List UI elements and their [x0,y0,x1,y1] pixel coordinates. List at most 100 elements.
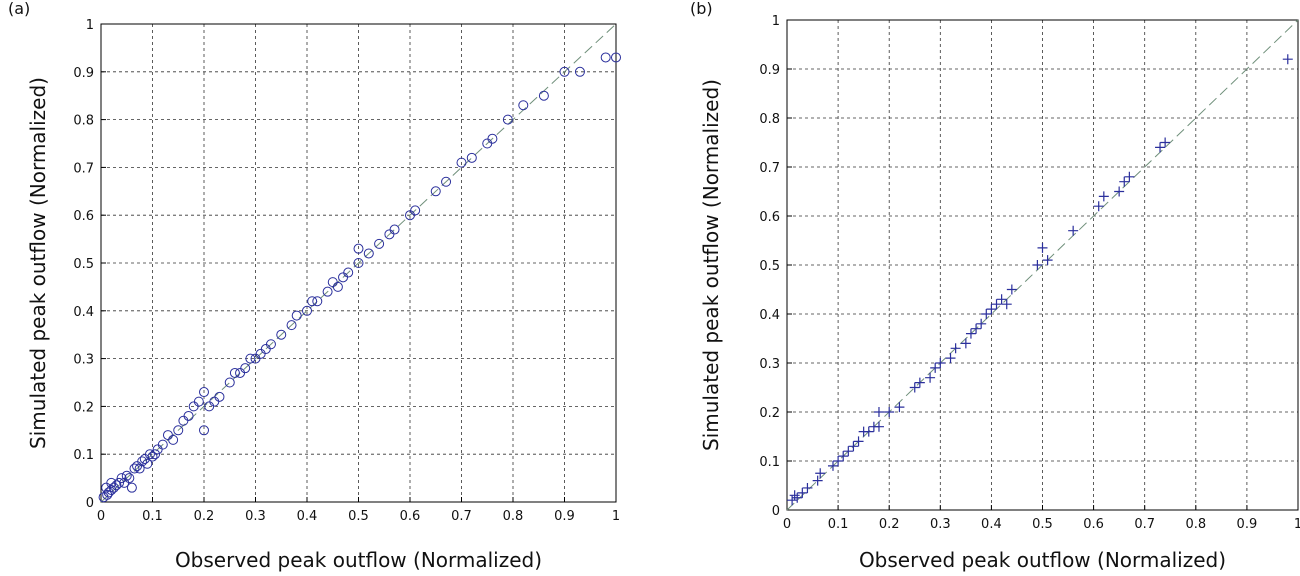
x-tick-label: 0 [97,509,105,524]
point [853,436,864,447]
point [1119,176,1130,187]
y-tick-label: 0.7 [73,161,94,176]
point [894,402,905,413]
point [147,451,158,462]
point [827,460,838,471]
y-tick-label: 0.6 [759,210,780,225]
panel-label: (b) [690,0,713,18]
point [950,343,961,354]
y-tick-label: 0 [772,504,780,519]
point [363,248,374,259]
point [935,358,946,368]
y-tick-label: 0.8 [759,112,780,127]
y-tick-label: 0.4 [73,305,94,320]
point [157,439,168,450]
point [224,377,235,388]
point [925,372,936,383]
point [873,407,884,417]
point [353,258,364,268]
point [559,66,570,77]
point [1006,284,1017,295]
point [538,90,549,101]
point [1032,260,1043,270]
x-tick-label: 0.9 [1237,517,1258,532]
point [863,426,874,437]
point [142,458,153,469]
point [848,441,859,452]
x-tick-label: 0.6 [1083,517,1104,532]
x-tick-label: 0.4 [297,509,318,524]
point [332,281,343,292]
y-tick-label: 0 [86,496,94,511]
point [971,323,982,334]
y-tick-label: 0.7 [759,161,780,176]
point [456,157,467,168]
y-tick-label: 0.5 [73,257,94,272]
y-tick-label: 0.2 [759,406,780,421]
y-tick-label: 0.1 [759,455,780,470]
point [815,468,826,479]
point [214,391,225,402]
point [833,456,844,466]
panel-label: (a) [8,0,30,18]
point [126,482,137,493]
point [441,176,452,187]
point [129,463,140,474]
x-tick-label: 0.4 [981,517,1002,532]
point [965,328,976,339]
y-axis-label: Simulated peak outflow (Normalized) [699,79,723,451]
point [199,425,209,436]
point [1155,142,1166,153]
point [960,338,971,349]
y-tick-label: 0.4 [759,308,780,323]
y-tick-label: 1 [86,18,94,33]
x-tick-label: 0.2 [879,517,900,532]
x-tick-label: 0.1 [828,517,849,532]
point [789,490,800,501]
point [600,52,611,63]
y-axis-label: Simulated peak outflow (Normalized) [26,77,50,449]
point [1282,54,1293,65]
point [116,473,127,484]
point [843,446,854,457]
point [1160,137,1171,148]
point [302,305,312,316]
y-tick-label: 0.8 [73,114,94,129]
x-tick-label: 0.5 [348,509,369,524]
point [945,353,956,364]
x-axis-label: Observed peak outflow (Normalized) [175,548,542,572]
plot-frame [786,19,1299,511]
point [168,434,179,445]
point [322,286,333,297]
point [229,367,240,378]
point [1098,191,1109,202]
x-tick-label: 0 [783,517,791,532]
point [996,294,1007,305]
point [245,353,256,364]
point [838,451,849,462]
panel: 0 0.1 0.2 0.3 0.4 0.5 0.6 0.7 0.8 0.9 1 0 0.1 0.2 0.3 0… [690,0,1300,572]
identity-line [100,23,617,503]
point [487,133,498,144]
point [873,421,884,432]
point [797,487,808,498]
point [792,492,803,503]
x-tick-label: 1 [612,509,620,524]
point [374,238,385,249]
point [1068,225,1079,236]
point [106,477,117,488]
x-tick-label: 0.3 [245,509,266,524]
point [240,363,251,374]
y-tick-label: 0.3 [73,353,94,368]
point [502,114,513,125]
point [981,309,992,319]
x-axis-label: Observed peak outflow (Normalized) [859,548,1226,572]
y-tick-label: 0.1 [73,448,94,463]
point [430,186,441,197]
point [1093,201,1104,212]
point [389,224,400,235]
point [976,318,987,329]
point [114,477,125,488]
